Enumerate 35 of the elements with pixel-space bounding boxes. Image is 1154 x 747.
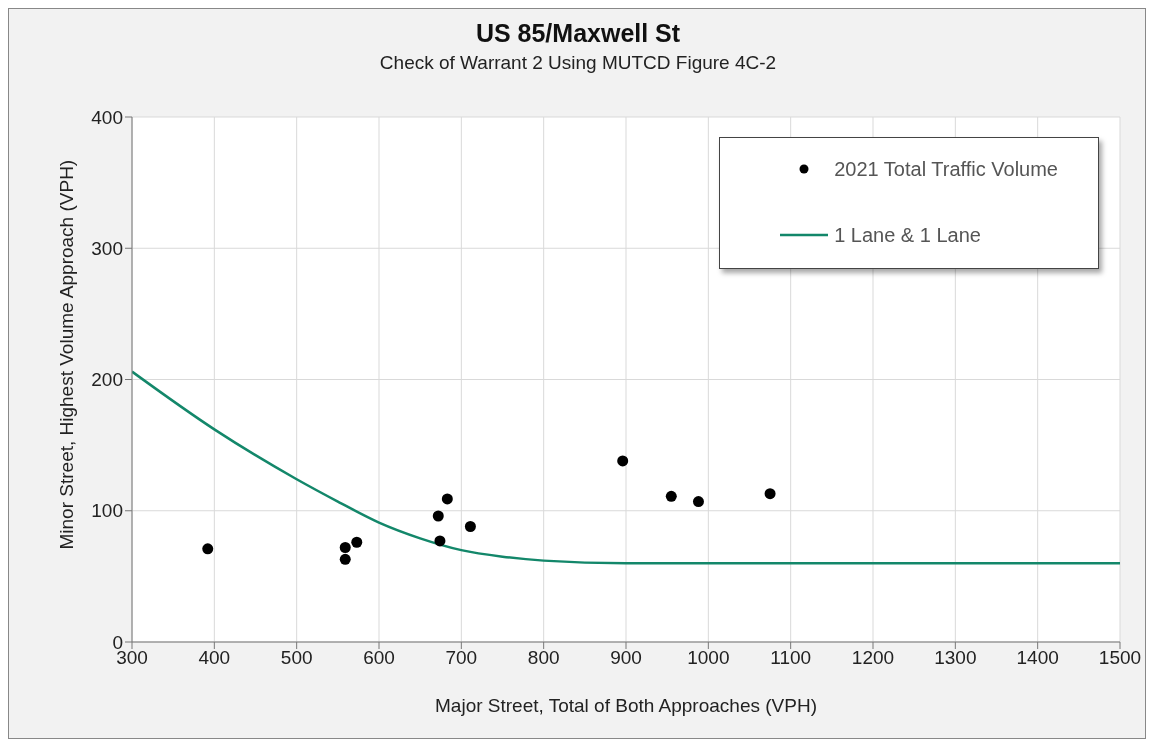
legend-label: 2021 Total Traffic Volume: [834, 157, 1058, 181]
x-tick-label: 1000: [687, 647, 730, 669]
y-tick-label: 100: [91, 500, 123, 522]
y-tick-label: 400: [91, 106, 123, 128]
point: [339, 542, 351, 553]
y-tick-label: 300: [91, 237, 123, 259]
point: [665, 490, 677, 502]
x-tick-label: 800: [527, 647, 560, 669]
x-tick-label: 1400: [1016, 647, 1059, 669]
point: [434, 535, 446, 547]
point: [764, 488, 776, 500]
x-tick-label: 400: [198, 647, 231, 669]
point: [432, 510, 444, 522]
point: [202, 543, 214, 555]
y-axis-title: Minor Street, Highest Volume Approach (VPH): [55, 159, 77, 550]
x-tick-label: 1300: [934, 647, 977, 669]
point: [692, 496, 704, 508]
x-tick-label: 1200: [851, 647, 895, 669]
x-tick-label: 1500: [1098, 647, 1142, 669]
chart-title: US 85/Maxwell St: [474, 19, 682, 48]
chart-subtitle: Check of Warrant 2 Using MUTCD Figure 4C-2: [378, 52, 778, 74]
x-tick-label: 1100: [770, 647, 812, 669]
point: [617, 455, 629, 467]
line-series: [132, 370, 1120, 565]
legend-label: 1 Lane & 1 Lane: [834, 223, 981, 247]
x-tick-label: 700: [445, 647, 478, 669]
x-tick-label: 900: [610, 647, 642, 669]
point: [464, 521, 476, 532]
point: [441, 493, 453, 505]
y-tick-label: 200: [91, 369, 123, 391]
x-axis-title: Major Street, Total of Both Approaches (VPH): [435, 695, 817, 716]
x-tick-label: 600: [363, 647, 395, 669]
point: [351, 536, 363, 548]
x-tick-label: 500: [280, 647, 313, 669]
point: [339, 553, 351, 565]
